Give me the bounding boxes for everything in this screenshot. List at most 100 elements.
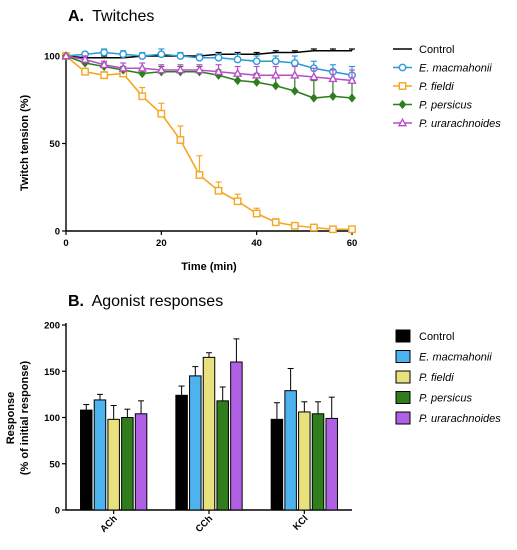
data-point: [138, 92, 147, 101]
data-point: [195, 171, 204, 179]
legend-label: P. fieldi: [419, 81, 454, 93]
data-point: [251, 70, 262, 79]
x-tick-label-60: 60: [347, 238, 358, 249]
data-point: [252, 57, 261, 66]
series-e-macmahonii: [62, 48, 356, 80]
bar-control-cch: [175, 394, 188, 511]
bar-p-persicus-cch: [216, 400, 229, 511]
legend-swatch: [395, 370, 411, 384]
data-point: [233, 197, 242, 206]
legend-label: P. urarachnoides: [419, 118, 501, 130]
bar-p-fieldi-cch: [202, 356, 216, 511]
data-point: [329, 225, 337, 234]
panel-b-title: B. Agonist responses: [68, 293, 223, 310]
bar-p-urarachnoides-ach: [134, 413, 148, 511]
y-tick-label-50: 50: [49, 139, 60, 150]
data-point: [214, 53, 223, 62]
data-point: [81, 67, 89, 76]
bar-control-ach: [80, 409, 93, 511]
legend-label: E. macmahonii: [419, 352, 492, 364]
data-point: [271, 70, 281, 79]
data-point: [252, 209, 261, 218]
bar-p-fieldi-ach: [107, 418, 120, 511]
category-label-kcl: KCl: [291, 513, 310, 532]
bar-y-axis-label-2: (% of initial response): [19, 361, 31, 476]
series-line: [65, 55, 353, 82]
data-point: [329, 91, 337, 101]
series-line: [65, 55, 352, 231]
data-point: [347, 75, 357, 84]
bar-p-urarachnoides-cch: [230, 361, 243, 511]
legend-label: P. persicus: [419, 393, 472, 405]
legend-b: Control E. macmahonii P. fieldi P. persicus…: [395, 329, 501, 425]
data-point: [100, 48, 109, 57]
legend-label: E. macmahonii: [419, 63, 492, 75]
data-point: [176, 136, 185, 144]
data-point: [290, 221, 299, 230]
data-point: [233, 75, 242, 86]
bar-y-axis-label: Response: [5, 392, 17, 445]
legend-label: Control: [419, 44, 454, 56]
data-point: [348, 225, 356, 234]
data-point: [176, 52, 185, 60]
legend-marker: [397, 117, 408, 127]
legend-item-e-macmahonii: E. macmahonii: [393, 63, 492, 75]
legend-item-p-urarachnoides: P. urarachnoides: [395, 411, 501, 425]
legend-a: Control E. macmahonii P. fieldi P. persicus…: [393, 44, 501, 130]
legend-label: Control: [419, 331, 454, 343]
data-point: [310, 93, 318, 103]
data-point: [118, 63, 128, 72]
legend-item-p-persicus: P. persicus: [393, 100, 472, 112]
data-point: [138, 52, 147, 60]
data-point: [195, 53, 204, 62]
legend-marker: [398, 99, 407, 110]
legend-swatch: [395, 411, 411, 425]
data-point: [119, 50, 128, 59]
panel-b-letter: B.: [68, 293, 84, 310]
category-label-cch: CCh: [194, 513, 216, 535]
data-point: [137, 63, 147, 72]
data-point: [328, 73, 338, 83]
legend-item-control: Control: [395, 329, 454, 343]
line-chart: 0 50 100 0 20 40 60: [44, 48, 358, 249]
legend-label: P. urarachnoides: [419, 413, 501, 425]
x-tick-label-40: 40: [251, 238, 262, 249]
x-axis-label: Time (min): [181, 261, 237, 273]
legend-item-p-fieldi: P. fieldi: [393, 81, 454, 93]
data-point: [252, 77, 261, 87]
bar-y-tick-label-50: 50: [49, 459, 60, 470]
x-tick-label-0: 0: [63, 238, 68, 249]
y-axis-label: Twitch tension (%): [19, 94, 31, 191]
bar-y-tick-label-100: 100: [44, 413, 60, 424]
bar-p-persicus-kcl: [311, 413, 325, 511]
legend-item-e-macmahonii: E. macmahonii: [395, 350, 492, 364]
legend-item-p-urarachnoides: P. urarachnoides: [393, 117, 501, 130]
data-point: [290, 59, 299, 67]
legend-swatch: [395, 350, 411, 363]
data-point: [271, 218, 280, 227]
bar-y-tick-label-200: 200: [44, 321, 60, 332]
legend-marker: [398, 63, 407, 72]
data-point: [290, 86, 299, 96]
legend-label: P. fieldi: [419, 372, 454, 384]
data-point: [309, 223, 318, 232]
bar-e-macmahonii-kcl: [284, 390, 297, 511]
x-tick-label-20: 20: [156, 238, 167, 249]
data-point: [99, 59, 109, 69]
bar-y-tick-label-150: 150: [44, 367, 60, 378]
data-point: [157, 109, 166, 118]
data-point: [290, 70, 300, 79]
data-point: [213, 66, 224, 76]
data-point: [100, 71, 109, 80]
data-point: [309, 71, 319, 81]
legend-item-p-fieldi: P. fieldi: [395, 370, 454, 384]
bar-chart: 0 50 100 150 200 ACh CCh KCl: [44, 321, 352, 535]
category-label-ach: ACh: [98, 513, 120, 535]
legend-swatch: [395, 329, 411, 343]
bar-e-macmahonii-cch: [189, 375, 202, 511]
data-point: [175, 64, 186, 74]
panel-a-title: A. Twitches: [68, 8, 154, 25]
data-point: [271, 81, 280, 91]
data-point: [194, 64, 205, 74]
